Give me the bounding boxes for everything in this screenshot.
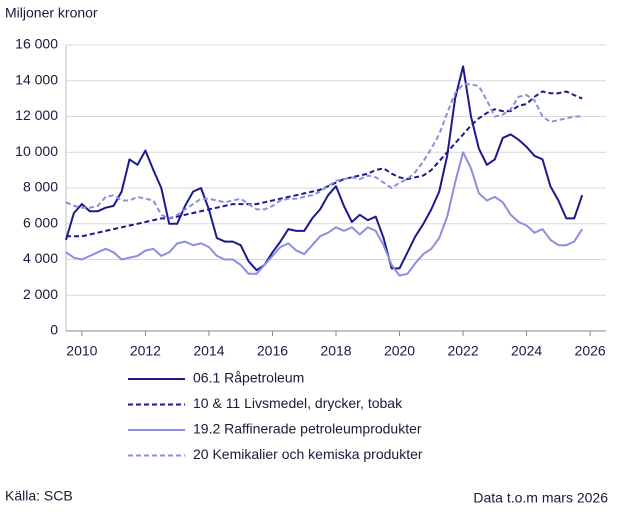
x-tick-label: 2014 [193,343,224,359]
legend-label: 19.2 Raffinerade petroleumprodukter [193,421,422,437]
x-tick-label: 2024 [511,343,542,359]
source: Källa: SCB [5,488,73,504]
legend-label: 20 Kemikalier och kemiska produkter [193,446,423,462]
note: Data t.o.m mars 2026 [473,490,608,506]
x-tick-label: 2020 [384,343,415,359]
y-tick-label: 2 000 [23,286,58,302]
y-tick-label: 16 000 [15,36,58,52]
y-tick-label: 14 000 [15,71,58,87]
y-tick-label: 0 [50,322,58,338]
y-tick-label: 8 000 [23,179,58,195]
legend-label: 06.1 Råpetroleum [193,370,304,386]
legend-label: 10 & 11 Livsmedel, drycker, tobak [193,395,403,411]
y-tick-label: 6 000 [23,214,58,230]
x-tick-label: 2026 [575,343,606,359]
y-tick-label: 10 000 [15,143,58,159]
y-tick-label: 4 000 [23,250,58,266]
x-tick-label: 2010 [66,343,97,359]
series-line [65,151,584,277]
y-tick-label: 12 000 [15,107,58,123]
series-line [65,83,583,220]
x-tick-label: 2016 [257,343,288,359]
series-line [65,65,584,272]
x-tick-label: 2022 [447,343,478,359]
y-axis-label: Miljoner kronor [5,5,98,21]
x-tick-label: 2012 [130,343,161,359]
x-tick-label: 2018 [320,343,351,359]
